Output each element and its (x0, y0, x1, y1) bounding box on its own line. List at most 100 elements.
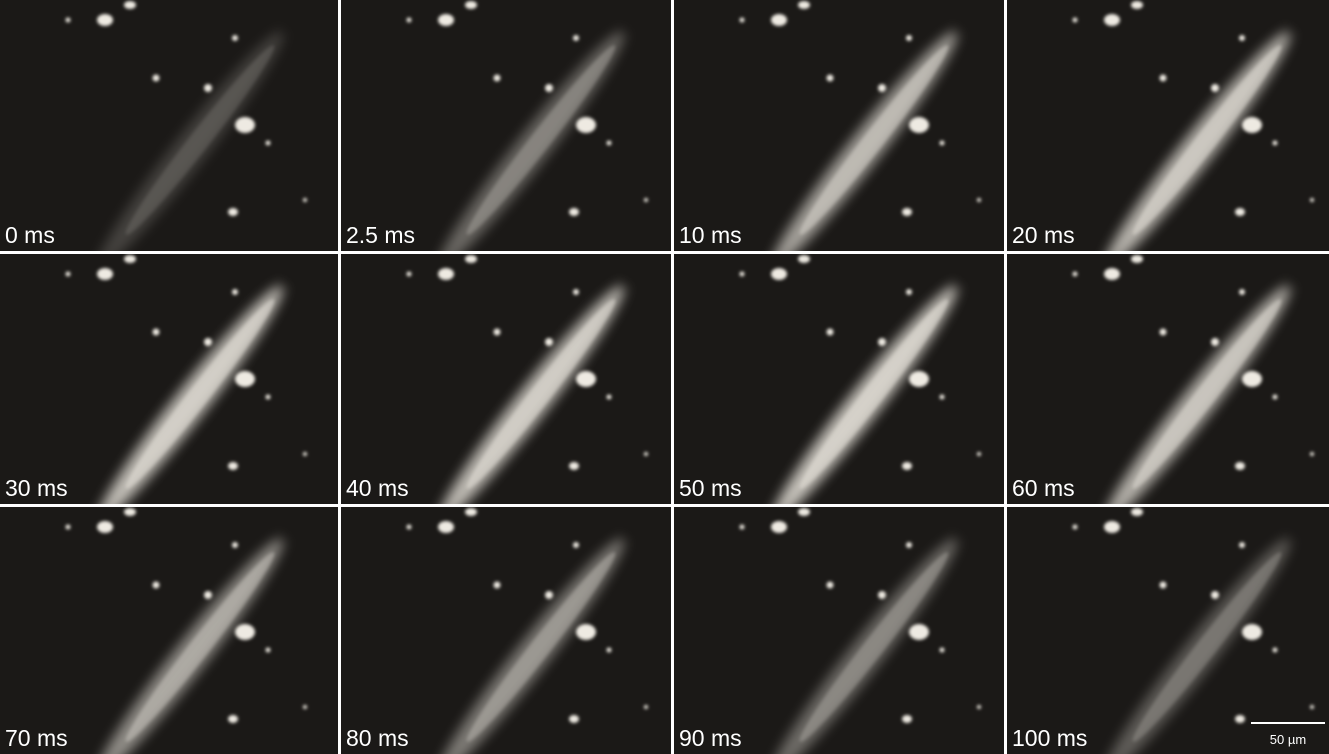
particle (438, 268, 454, 280)
particle (573, 35, 579, 41)
scale-bar-label: 50 µm (1270, 732, 1306, 747)
particle (66, 18, 71, 23)
particle (1211, 591, 1219, 599)
particle (235, 624, 255, 640)
particle (740, 525, 745, 530)
particle (438, 14, 454, 26)
particle (228, 462, 238, 470)
particle (407, 525, 412, 530)
particle (545, 338, 553, 346)
image-panel: 80 ms (341, 507, 671, 754)
particle (798, 1, 810, 9)
particle (798, 255, 810, 263)
particle (1273, 141, 1278, 146)
panel-background (0, 254, 338, 504)
time-label: 50 ms (679, 475, 742, 501)
particle (1310, 705, 1314, 709)
particle (576, 371, 596, 387)
particle (940, 141, 945, 146)
particle (232, 35, 238, 41)
particle (977, 705, 981, 709)
time-label: 0 ms (5, 222, 55, 248)
time-label: 60 ms (1012, 475, 1075, 501)
panel-background (0, 0, 338, 251)
particle (827, 582, 834, 589)
particle (124, 508, 136, 516)
particle (878, 84, 886, 92)
particle (607, 648, 612, 653)
image-panel: 2.5 ms (341, 0, 671, 278)
particle (153, 329, 160, 336)
particle (906, 35, 912, 41)
particle (1235, 462, 1245, 470)
time-label: 10 ms (679, 222, 742, 248)
particle (1235, 208, 1245, 216)
image-panel: 100 ms 50 µm (1007, 507, 1329, 754)
particle (407, 18, 412, 23)
particle (576, 624, 596, 640)
particle (1235, 715, 1245, 723)
particle (303, 198, 307, 202)
particle (771, 521, 787, 533)
time-label: 30 ms (5, 475, 68, 501)
particle (266, 141, 271, 146)
particle (438, 521, 454, 533)
particle (494, 75, 501, 82)
particle (1310, 452, 1314, 456)
particle (1160, 75, 1167, 82)
particle (1242, 117, 1262, 133)
particle (902, 462, 912, 470)
particle (798, 508, 810, 516)
particle (232, 289, 238, 295)
particle (1160, 582, 1167, 589)
particle (827, 329, 834, 336)
particle (607, 395, 612, 400)
image-panel: 50 ms (674, 254, 1004, 532)
particle (232, 542, 238, 548)
particle (1242, 371, 1262, 387)
particle (153, 582, 160, 589)
particle (909, 624, 929, 640)
particle (1242, 624, 1262, 640)
particle (644, 452, 648, 456)
particle (407, 272, 412, 277)
time-label: 90 ms (679, 725, 742, 751)
particle (1104, 268, 1120, 280)
time-label: 70 ms (5, 725, 68, 751)
particle (1104, 521, 1120, 533)
particle (545, 591, 553, 599)
particle (644, 198, 648, 202)
image-panel: 20 ms (1007, 0, 1329, 278)
particle (228, 715, 238, 723)
particle (494, 582, 501, 589)
particle (1073, 272, 1078, 277)
particle (909, 117, 929, 133)
particle (569, 462, 579, 470)
image-panel: 70 ms (0, 507, 338, 754)
particle (940, 648, 945, 653)
particle (573, 542, 579, 548)
particle (204, 591, 212, 599)
particle (977, 452, 981, 456)
particle (1131, 1, 1143, 9)
panel-background (0, 507, 338, 754)
particle (1239, 35, 1245, 41)
particle (303, 705, 307, 709)
particle (909, 371, 929, 387)
image-panel: 40 ms (341, 254, 671, 532)
time-label: 100 ms (1012, 725, 1087, 751)
particle (1131, 508, 1143, 516)
particle (569, 208, 579, 216)
particle (465, 255, 477, 263)
particle (827, 75, 834, 82)
particle (545, 84, 553, 92)
particle (66, 525, 71, 530)
particle (1273, 648, 1278, 653)
particle (644, 705, 648, 709)
particle (266, 395, 271, 400)
particle (940, 395, 945, 400)
particle (124, 255, 136, 263)
particle (124, 1, 136, 9)
image-panel: 90 ms (674, 507, 1004, 754)
image-panel: 10 ms (674, 0, 1004, 278)
